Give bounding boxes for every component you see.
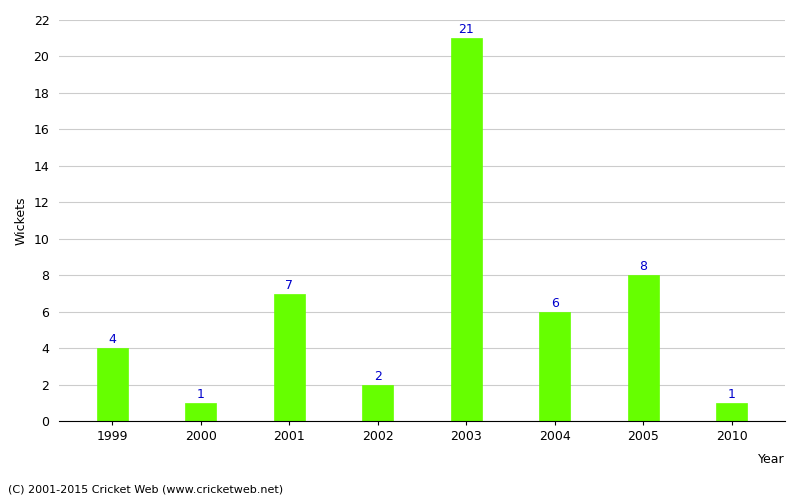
Text: (C) 2001-2015 Cricket Web (www.cricketweb.net): (C) 2001-2015 Cricket Web (www.cricketwe… bbox=[8, 485, 283, 495]
Text: 21: 21 bbox=[458, 24, 474, 36]
Bar bbox=[628, 276, 659, 421]
Bar bbox=[539, 312, 570, 421]
Text: 7: 7 bbox=[286, 278, 294, 291]
Bar bbox=[362, 384, 394, 421]
Bar bbox=[274, 294, 305, 421]
Text: 1: 1 bbox=[728, 388, 736, 401]
Bar bbox=[716, 403, 747, 421]
Text: 1: 1 bbox=[197, 388, 205, 401]
Text: 2: 2 bbox=[374, 370, 382, 383]
Bar bbox=[451, 38, 482, 421]
Y-axis label: Wickets: Wickets bbox=[15, 196, 28, 245]
Bar bbox=[186, 403, 216, 421]
Text: 6: 6 bbox=[551, 297, 558, 310]
Bar bbox=[97, 348, 128, 421]
Text: Year: Year bbox=[758, 454, 785, 466]
Text: 8: 8 bbox=[639, 260, 647, 274]
Text: 4: 4 bbox=[108, 334, 116, 346]
